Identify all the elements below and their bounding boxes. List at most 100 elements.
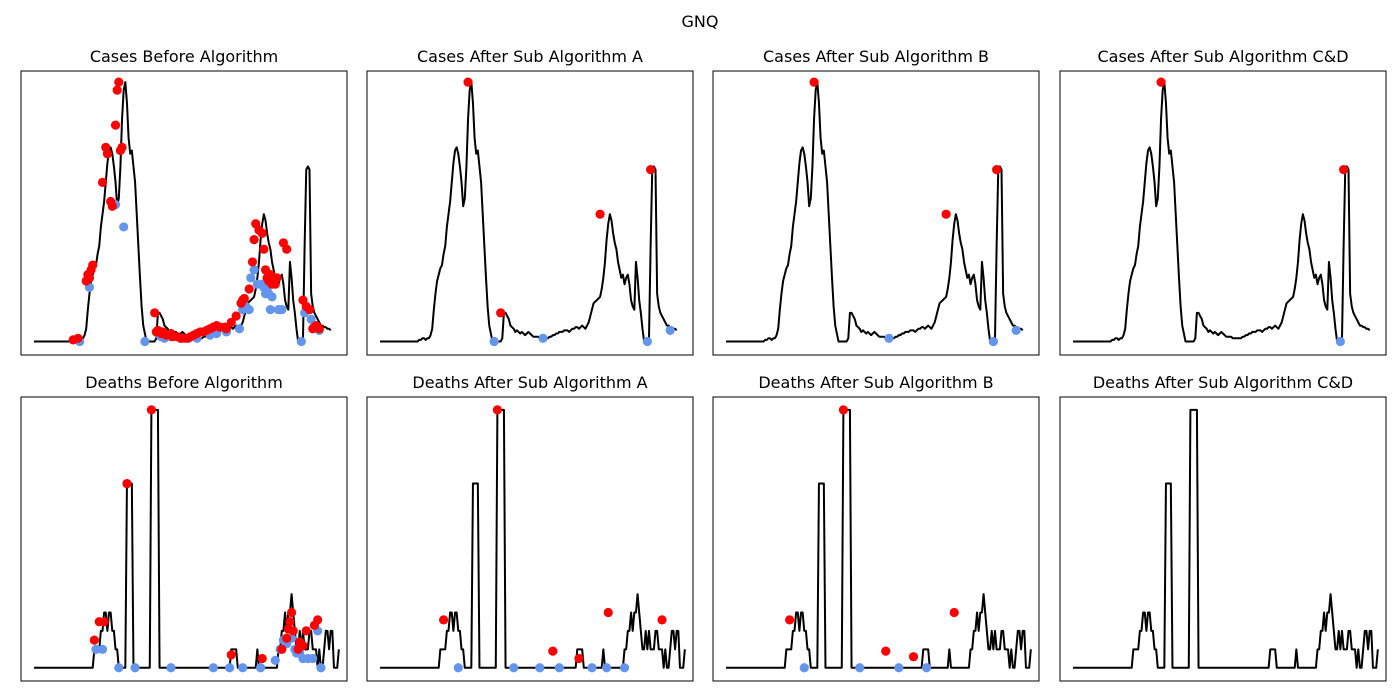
peak-marker — [146, 405, 156, 415]
peak-marker — [110, 120, 121, 130]
peak-marker — [313, 615, 323, 625]
trough-marker — [642, 336, 652, 347]
trough-marker — [894, 663, 904, 673]
peak-marker — [277, 644, 287, 654]
peak-marker — [257, 228, 267, 238]
trough-marker — [538, 333, 548, 343]
peak-marker — [314, 324, 324, 334]
trough-marker — [489, 336, 499, 347]
subplot-8: Deaths After Sub Algorithm C&D — [1059, 373, 1387, 682]
peak-marker — [282, 633, 292, 643]
peak-marker — [288, 626, 298, 636]
trough-marker — [855, 663, 865, 673]
peak-marker — [226, 317, 236, 327]
peak-marker — [272, 273, 282, 283]
trough-marker — [91, 644, 101, 654]
axes-frame — [1059, 396, 1387, 682]
subplot-title: Deaths After Sub Algorithm C&D — [1093, 373, 1353, 392]
peak-marker — [107, 201, 117, 211]
series-line — [34, 408, 340, 669]
trough-marker — [140, 336, 150, 347]
peak-marker — [73, 333, 83, 343]
trough-marker — [988, 336, 998, 347]
peak-marker — [908, 652, 919, 662]
subplot-5: Deaths Before Algorithm — [20, 373, 348, 682]
trough-marker — [602, 663, 612, 673]
axes-frame — [20, 70, 348, 356]
peak-marker — [282, 244, 292, 254]
peak-marker — [221, 324, 231, 334]
subplot-title: Deaths After Sub Algorithm A — [412, 373, 647, 392]
trough-marker — [265, 305, 275, 315]
axes-frame — [366, 396, 694, 682]
trough-marker — [1335, 336, 1345, 347]
peak-marker — [226, 650, 236, 660]
subplot-2: Cases After Sub Algorithm A — [366, 47, 694, 356]
trough-marker — [234, 324, 245, 334]
trough-marker — [244, 305, 254, 315]
trough-marker — [277, 305, 287, 315]
axes-frame — [366, 70, 694, 356]
trough-marker — [453, 663, 463, 673]
peak-marker — [102, 149, 112, 159]
peak-marker — [88, 260, 98, 270]
peak-marker — [231, 311, 241, 321]
peak-marker — [785, 615, 795, 625]
peak-marker — [247, 257, 258, 267]
subplot-4: Cases After Sub Algorithm C&D — [1059, 47, 1387, 356]
peak-marker — [114, 77, 124, 87]
subplot-1: Cases Before Algorithm — [20, 47, 348, 356]
series-line — [1073, 81, 1371, 343]
series-line — [380, 81, 678, 343]
peak-marker — [809, 77, 819, 87]
peak-marker — [992, 165, 1002, 175]
trough-marker — [119, 222, 129, 232]
peak-marker — [298, 641, 308, 651]
peak-marker — [439, 615, 449, 625]
figure-suptitle: GNQ — [682, 12, 719, 31]
trough-marker — [267, 292, 277, 302]
peak-marker — [99, 617, 109, 627]
peak-marker — [657, 615, 667, 625]
peak-marker — [122, 478, 132, 489]
peak-marker — [492, 405, 502, 415]
axes-frame — [20, 396, 348, 682]
peak-marker — [286, 607, 297, 618]
peak-marker — [112, 85, 122, 95]
subplot-3: Cases After Sub Algorithm B — [712, 47, 1040, 356]
trough-marker — [238, 663, 248, 673]
subplot-title: Cases Before Algorithm — [90, 47, 278, 66]
trough-marker — [665, 325, 675, 335]
trough-marker — [246, 273, 256, 283]
trough-marker — [208, 663, 218, 673]
peak-marker — [301, 626, 311, 636]
peak-marker — [97, 177, 108, 187]
trough-marker — [921, 663, 932, 673]
peak-marker — [548, 646, 558, 656]
peak-marker — [941, 209, 951, 219]
series-line — [380, 408, 686, 669]
subplot-title: Cases After Sub Algorithm B — [763, 47, 989, 66]
peak-marker — [1339, 165, 1349, 175]
peak-marker — [89, 635, 99, 645]
subplot-title: Deaths Before Algorithm — [85, 373, 283, 392]
trough-marker — [316, 663, 326, 673]
peak-marker — [496, 308, 506, 318]
peak-marker — [603, 607, 613, 618]
peak-marker — [244, 284, 254, 294]
trough-marker — [296, 336, 306, 347]
peak-marker — [285, 617, 295, 627]
peak-marker — [249, 235, 259, 245]
peak-marker — [574, 653, 584, 664]
peak-marker — [1156, 77, 1166, 87]
trough-marker — [1011, 325, 1021, 335]
peak-marker — [646, 165, 656, 175]
peak-marker — [257, 653, 267, 664]
peak-marker — [949, 607, 959, 618]
subplot-title: Cases After Sub Algorithm A — [417, 47, 643, 66]
subplot-title: Cases After Sub Algorithm C&D — [1097, 47, 1348, 66]
axes-frame — [712, 396, 1040, 682]
series-line — [726, 408, 1032, 669]
trough-marker — [97, 644, 108, 654]
peak-marker — [463, 77, 473, 87]
